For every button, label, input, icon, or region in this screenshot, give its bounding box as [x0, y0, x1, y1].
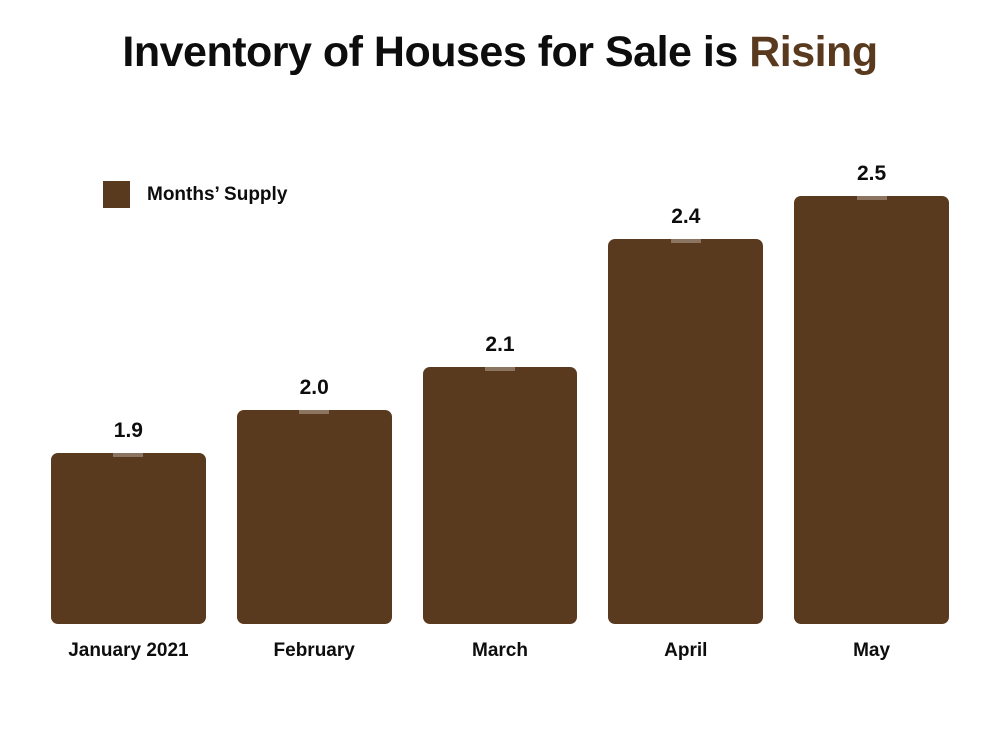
- chart-title: Inventory of Houses for Sale is Rising: [0, 28, 1000, 77]
- legend-swatch: [103, 181, 130, 208]
- bar-group: 1.9 January 2021: [51, 196, 206, 661]
- bar: 1.9: [51, 419, 206, 624]
- bar-category-label: January 2021: [68, 640, 189, 661]
- chart-title-main: Inventory of Houses for Sale is: [122, 28, 750, 76]
- bar-top-notch: [670, 238, 701, 243]
- bar-category-label: April: [664, 640, 708, 661]
- bar-top-notch: [484, 367, 515, 372]
- bar-category-label: February: [273, 640, 355, 661]
- bar-group: 2.1 March: [422, 196, 578, 661]
- bar-group: 2.5 May: [794, 162, 949, 661]
- bar: 2.1: [422, 333, 578, 624]
- bar-top-notch: [113, 452, 144, 457]
- bars-row: 1.9 January 2021 2.0 February 2.1 March …: [51, 162, 949, 661]
- bar-value-label: 2.4: [671, 204, 701, 228]
- bar-value-label: 2.0: [299, 376, 329, 399]
- bar-group: 2.0 February: [236, 196, 392, 661]
- chart-title-accent: Rising: [749, 28, 878, 76]
- bar-value-label: 2.5: [856, 162, 887, 185]
- bar-top-notch: [856, 196, 887, 200]
- bar-chart: 1.9 January 2021 2.0 February 2.1 March …: [51, 162, 949, 661]
- legend: Months’ Supply: [103, 181, 287, 208]
- legend-label: Months’ Supply: [147, 183, 288, 205]
- bar: 2.5: [794, 162, 949, 624]
- bar-value-label: 1.9: [113, 418, 143, 442]
- bar-top-notch: [299, 410, 330, 414]
- bar-value-label: 2.1: [485, 333, 515, 357]
- bar-category-label: March: [472, 640, 528, 661]
- bar: 2.4: [608, 205, 764, 624]
- bar: 2.0: [236, 376, 392, 624]
- bar-category-label: May: [853, 640, 891, 661]
- bar-group: 2.4 April: [608, 196, 764, 661]
